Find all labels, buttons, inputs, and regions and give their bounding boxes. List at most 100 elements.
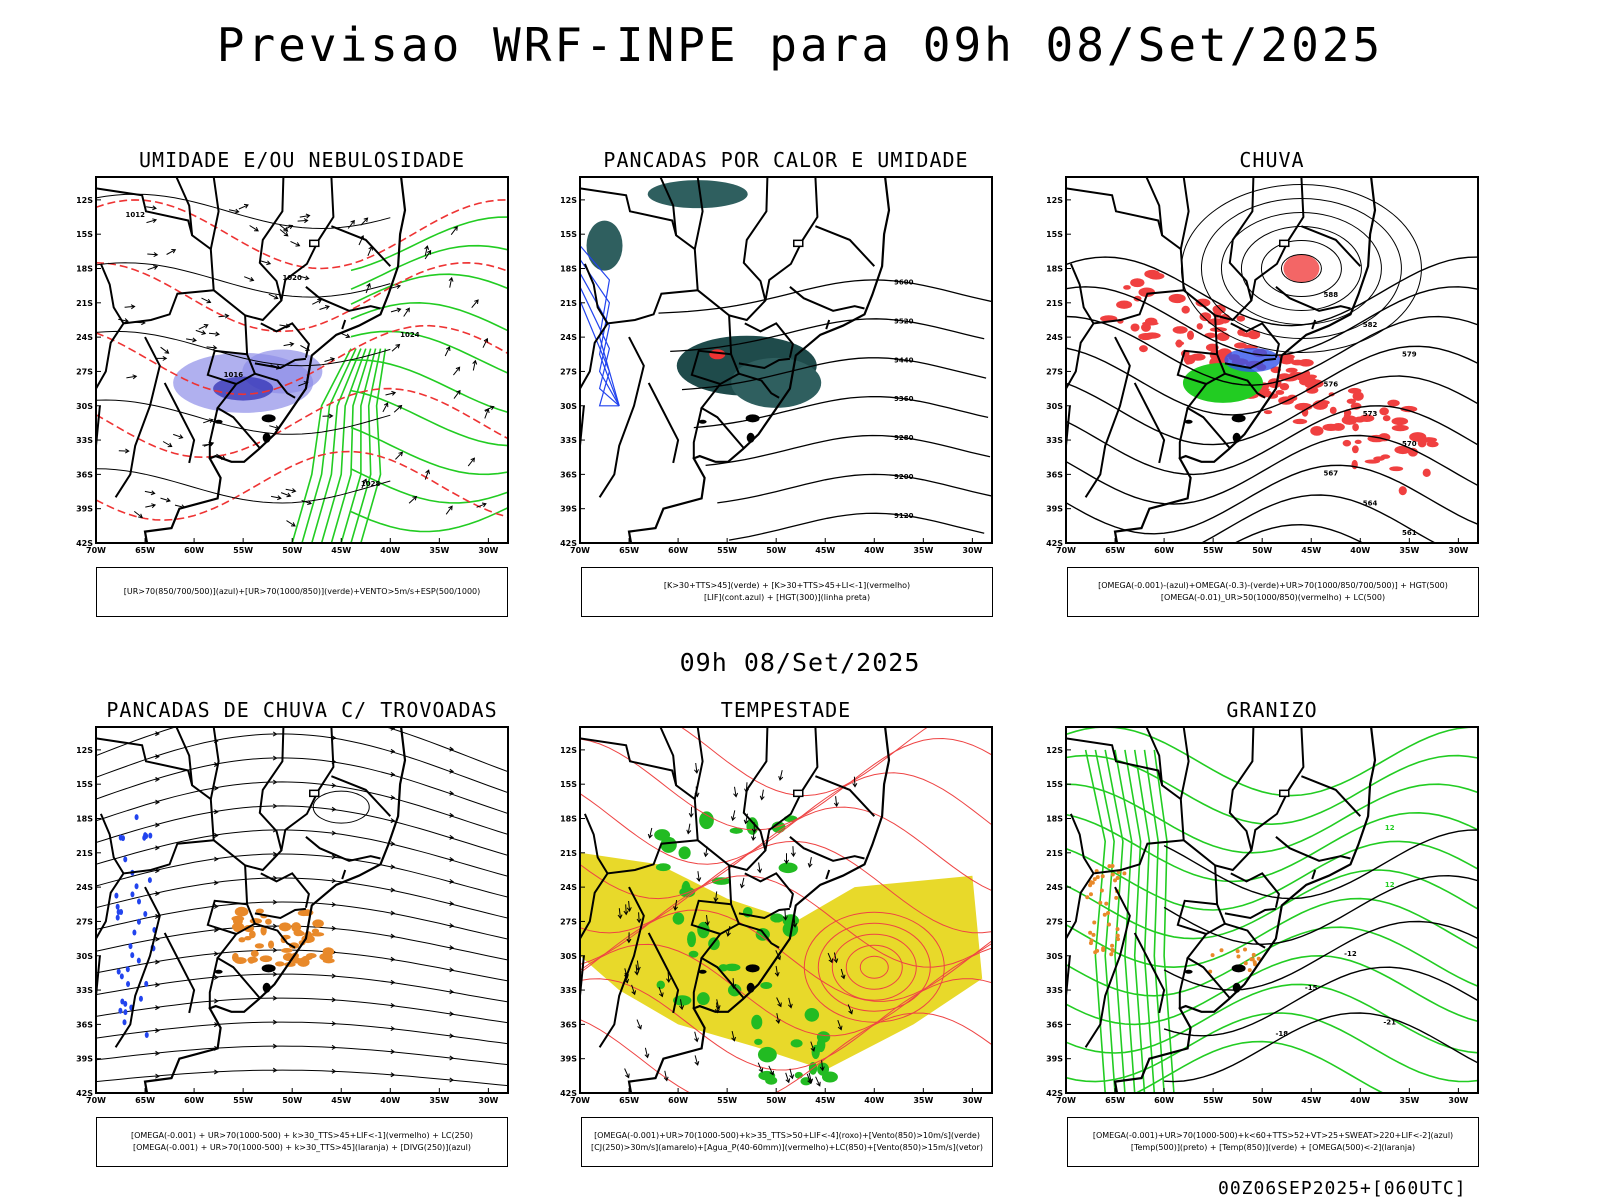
omega-area — [1243, 961, 1248, 966]
streamline-arrow — [449, 812, 455, 818]
lat-label: 42S — [76, 539, 93, 548]
lon-label: 70W — [86, 1096, 106, 1105]
coastline — [627, 177, 891, 543]
streamline-arrow — [390, 727, 396, 731]
heat-showers-map: 9600 9520 9440 9360 9280 9200 9120 12S 15S 18S 21S… — [560, 176, 993, 555]
thickness-contour — [96, 450, 508, 521]
rain-area — [1391, 424, 1409, 432]
wind-vector — [484, 405, 495, 411]
streamline-arrow — [213, 927, 219, 933]
plot-area: 9600 9520 9440 9360 9280 9200 9120 — [580, 177, 992, 543]
border-line — [1133, 932, 1166, 1014]
rain-area — [1130, 323, 1140, 332]
wind-vector — [391, 343, 401, 352]
omega-area — [1252, 960, 1257, 965]
lat-label: 33S — [560, 986, 577, 995]
omega-area — [1110, 872, 1115, 877]
rain-area — [1359, 414, 1375, 422]
border-line — [1311, 869, 1317, 880]
strong-wind-area — [697, 921, 710, 939]
thunder-area — [281, 948, 293, 953]
lon-label: 55W — [233, 546, 253, 555]
wind-vector — [636, 912, 642, 924]
lat-label: 24S — [1046, 333, 1063, 342]
panel-4-legend-line-1: [OMEGA(-0.001) + UR>70(1000-500) + k>30_… — [130, 1131, 474, 1140]
geopotential-contour — [1066, 315, 1478, 386]
thunder-area — [288, 942, 300, 949]
wind-vector — [626, 900, 632, 912]
rain-area — [1341, 415, 1358, 425]
pressure-contour — [96, 193, 391, 230]
border-line — [647, 932, 680, 1014]
contour-label: 12 — [1385, 824, 1395, 832]
low-humidity-contour — [350, 273, 508, 305]
contour-label: 1024 — [400, 331, 420, 339]
thunder-area — [302, 955, 313, 961]
wind-vector — [445, 505, 453, 515]
temp-850-contour — [1066, 1012, 1478, 1083]
wind-vector — [147, 265, 159, 271]
streamline — [96, 973, 508, 1003]
streamline-arrow — [390, 979, 396, 985]
plot-area: -12 -15 -18 -21 12 12 — [1066, 727, 1478, 1093]
omega-area — [1110, 943, 1115, 948]
df-marker — [1279, 239, 1290, 248]
border-line — [1250, 177, 1305, 301]
map-frame — [1065, 176, 1479, 544]
contour-label: 12 — [1385, 881, 1395, 889]
contour-label: 9360 — [894, 395, 914, 403]
panel-1-legend-line: [UR>70(850/700/500)](azul)+[UR>70(1000/8… — [123, 587, 481, 596]
temp-850-contour — [1066, 954, 1478, 1026]
wind-vector — [789, 1068, 795, 1080]
omega-area — [1107, 864, 1112, 869]
rain-area — [1123, 285, 1131, 290]
border-line — [280, 727, 335, 851]
lake-marker — [745, 964, 760, 973]
wind-vector — [775, 1013, 781, 1024]
rain-area — [1354, 439, 1362, 445]
wind-vector — [471, 299, 479, 309]
rain-area — [1389, 466, 1404, 472]
border-line — [583, 813, 609, 874]
lon-label: 30W — [478, 1096, 498, 1105]
wind-vector — [751, 830, 756, 842]
streamline — [96, 733, 508, 794]
panel-6-legend-line-2: [Temp(500)](preto) + [Temp(850)](verde) … — [1130, 1143, 1416, 1152]
omega-area — [1106, 922, 1111, 927]
lat-label: 24S — [1046, 883, 1063, 892]
border-line — [305, 836, 381, 862]
streamline-850 — [580, 806, 992, 900]
streamline-arrow — [390, 771, 396, 777]
streamline-850 — [803, 911, 945, 1023]
df-marker — [793, 789, 804, 798]
rain-area — [1216, 332, 1230, 342]
temp-850-contour — [1153, 749, 1175, 1093]
thunder-area — [278, 922, 292, 932]
lon-label: 50W — [282, 1096, 302, 1105]
lat-label: 24S — [560, 883, 577, 892]
panel-2-legend-line-2: [LIF](cont.azul) + [HGT(300)](linha pret… — [703, 593, 871, 602]
wind-vector — [124, 304, 136, 310]
divergence-area — [120, 835, 125, 842]
omega-area — [1092, 877, 1097, 882]
streamline-arrow — [213, 998, 219, 1004]
border-line — [789, 836, 865, 862]
thickness-contour — [96, 387, 508, 459]
contour-label: 1012 — [125, 211, 145, 219]
temp-850-contour — [1066, 754, 1478, 826]
rain-area — [1298, 358, 1314, 367]
lat-label: 24S — [560, 333, 577, 342]
wind-vector — [840, 968, 846, 980]
omega-area — [1210, 953, 1215, 958]
streamline — [96, 997, 508, 1024]
plot-area: 1012 1016 1020 1024 1028 — [96, 177, 508, 543]
streamline-arrow — [213, 785, 219, 791]
contour-label: 9600 — [894, 279, 914, 287]
map-frame — [579, 176, 993, 544]
border-line — [163, 382, 196, 464]
border-line — [690, 349, 732, 385]
lat-label: 30S — [76, 952, 93, 961]
divergence-area — [118, 1007, 123, 1014]
temp-850-contour — [1066, 727, 1478, 797]
lon-label: 65W — [619, 1096, 639, 1105]
